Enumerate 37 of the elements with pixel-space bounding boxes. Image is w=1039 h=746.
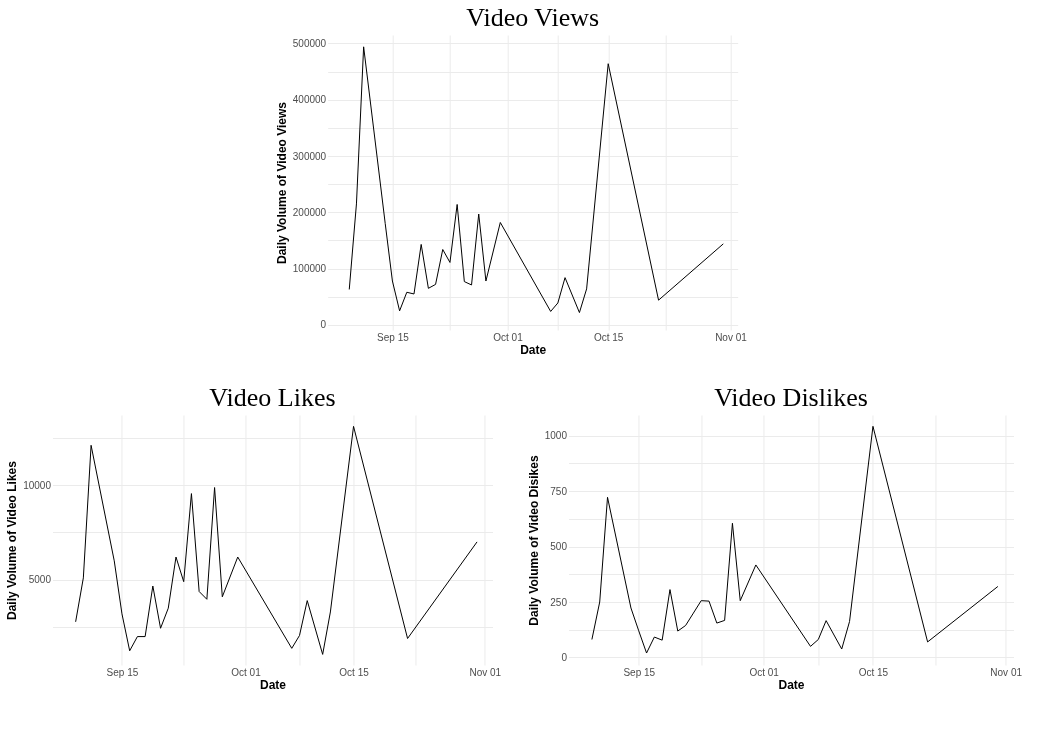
line-series — [75, 425, 478, 655]
line-series — [591, 425, 999, 654]
x-axis-title: Date — [259, 677, 287, 692]
y-tick-label: 250 — [550, 596, 568, 608]
x-tick-label: Nov 01 — [715, 331, 748, 343]
y-tick-label: 0 — [561, 651, 568, 663]
chart-title: Video Dislikes — [714, 383, 868, 412]
x-tick-label: Sep 15 — [623, 666, 656, 678]
chart-title: Video Likes — [209, 383, 336, 412]
y-tick-label: 400000 — [292, 94, 327, 106]
y-tick-label: 500 — [550, 541, 568, 553]
y-tick-label: 5000 — [28, 574, 52, 586]
y-axis-title: Daily Volume of Video Disikes — [526, 455, 541, 626]
y-axis-title: Daily Volume of Video Views — [274, 101, 289, 265]
y-axis-title: Daily Volume of Video Likes — [5, 460, 20, 620]
line-series — [348, 46, 724, 314]
y-tick-label: 500000 — [292, 37, 327, 49]
y-tick-label: 100000 — [292, 263, 327, 275]
y-tick-label: 200000 — [292, 206, 327, 218]
x-tick-label: Oct 01 — [493, 331, 524, 343]
y-tick-label: 300000 — [292, 150, 327, 162]
x-axis-title: Date — [520, 342, 547, 357]
x-tick-label: Oct 15 — [339, 666, 370, 678]
x-tick-label: Nov 01 — [990, 666, 1023, 678]
chart-title: Video Views — [466, 3, 600, 32]
x-axis-title: Date — [778, 677, 805, 692]
y-tick-label: 750 — [550, 485, 568, 497]
x-tick-label: Sep 15 — [106, 666, 139, 678]
y-tick-label: 1000 — [544, 430, 568, 442]
x-tick-label: Oct 01 — [749, 666, 780, 678]
x-tick-label: Oct 15 — [593, 331, 624, 343]
x-tick-label: Sep 15 — [377, 331, 410, 343]
x-tick-label: Nov 01 — [469, 666, 502, 678]
x-tick-label: Oct 15 — [858, 666, 889, 678]
y-tick-label: 10000 — [23, 479, 52, 491]
y-tick-label: 0 — [320, 319, 327, 331]
x-tick-label: Oct 01 — [231, 666, 262, 678]
